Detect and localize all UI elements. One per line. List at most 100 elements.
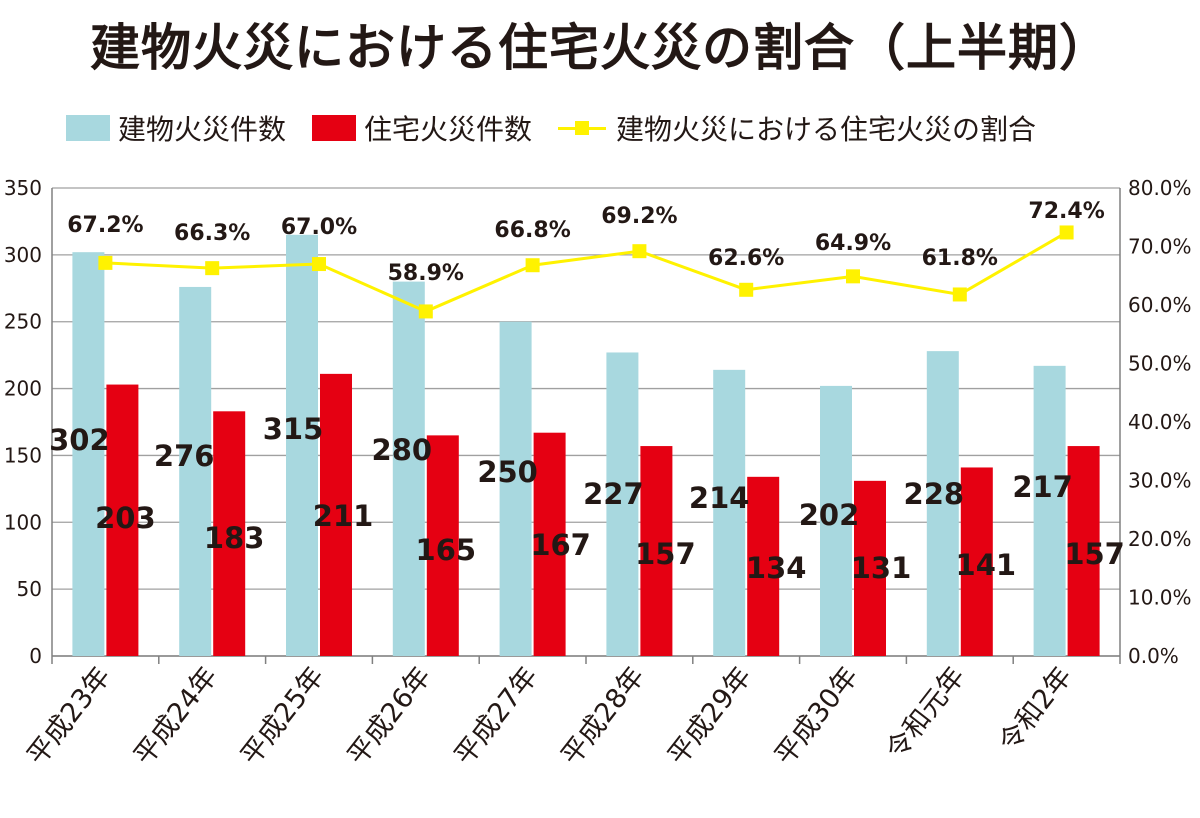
bar-building-fires [606,352,639,656]
data-label-building-fires: 302 [49,423,110,457]
legend-swatch-house-fires [312,115,357,141]
x-tick-label: 平成23年 [21,661,116,771]
bar-house-fires [1067,446,1100,656]
x-tick-label: 令和2年 [993,661,1078,757]
data-label-building-fires: 217 [1012,470,1073,504]
ratio-marker [739,282,754,297]
ratio-marker [952,287,967,302]
y-right-tick-label: 20.0% [1128,527,1192,551]
ratio-marker [205,261,220,276]
data-label-house-fires: 141 [956,548,1017,582]
y-right-tick-label: 50.0% [1128,352,1192,376]
legend-item-building-fires: 建物火災件数 [66,108,286,148]
y-left-tick-label: 50 [17,577,42,601]
ratio-line [105,231,1068,314]
data-label-ratio: 58.9% [388,261,464,286]
data-label-ratio: 64.9% [815,231,891,256]
legend-label-ratio: 建物火災における住宅火災の割合 [616,113,1037,146]
ratio-marker [632,244,647,259]
legend-label-house-fires: 住宅火災件数 [364,113,533,146]
data-label-building-fires: 214 [689,481,750,515]
x-tick-label: 平成24年 [128,661,223,771]
legend-item-ratio: 建物火災における住宅火災の割合 [558,108,1036,148]
y-left-tick-label: 350 [4,176,42,200]
y-left-tick-label: 0 [29,644,42,668]
ratio-marker [98,255,113,270]
data-label-building-fires: 228 [904,477,965,511]
y-right-tick-label: 60.0% [1128,293,1192,317]
data-label-house-fires: 183 [204,521,265,555]
bar-house-fires [747,476,780,656]
data-label-ratio: 66.3% [174,221,250,246]
legend-label-building-fires: 建物火災件数 [118,113,287,146]
data-label-ratio: 72.4% [1028,199,1104,224]
y-right-tick-label: 10.0% [1128,586,1192,610]
data-label-house-fires: 203 [95,501,156,535]
data-label-ratio: 67.2% [67,213,143,238]
legend-swatch-building-fires [66,115,110,141]
ratio-marker [846,269,860,284]
y-left-tick-label: 300 [4,243,42,267]
x-tick-label: 平成25年 [235,661,330,771]
data-label-house-fires: 134 [746,551,807,585]
ratio-marker [418,304,433,319]
ratio-marker [312,257,326,272]
y-left-tick-label: 150 [4,443,42,467]
legend: 建物火災件数 住宅火災件数 建物火災における住宅火災の割合 [66,110,1062,146]
bar-house-fires [960,467,993,656]
data-label-ratio: 69.2% [601,204,677,229]
data-label-building-fires: 315 [263,412,324,446]
legend-item-house-fires: 住宅火災件数 [312,108,532,148]
y-left-tick-label: 100 [4,510,42,534]
data-label-house-fires: 131 [851,551,912,585]
bar-building-fires [713,369,746,656]
data-label-building-fires: 280 [372,433,433,467]
bar-building-fires [820,385,852,656]
data-label-ratio: 61.8% [922,246,998,271]
data-label-building-fires: 227 [583,477,644,511]
data-label-ratio: 67.0% [281,215,357,240]
data-label-building-fires: 276 [154,439,215,473]
bar-house-fires [426,435,459,656]
x-tick-label: 平成28年 [555,661,650,771]
y-right-tick-label: 0.0% [1128,644,1179,668]
ratio-marker [1059,225,1074,240]
bar-building-fires [499,321,532,656]
data-label-house-fires: 157 [635,537,696,571]
bar-house-fires [213,411,246,656]
x-tick-label: 令和元年 [880,661,971,765]
legend-swatch-ratio [558,115,607,141]
bar-house-fires [533,432,566,656]
y-right-tick-label: 70.0% [1128,235,1192,259]
bar-building-fires [72,252,105,656]
ratio-marker [525,258,540,273]
data-label-building-fires: 250 [477,455,538,489]
y-right-tick-label: 40.0% [1128,410,1192,434]
x-tick-label: 平成30年 [769,661,864,771]
y-left-tick-label: 250 [4,310,42,334]
y-left-tick-label: 200 [4,377,42,401]
y-right-tick-label: 30.0% [1128,469,1192,493]
data-label-house-fires: 211 [313,499,374,533]
x-tick-label: 平成27年 [449,661,544,771]
data-label-building-fires: 202 [799,498,860,532]
bar-house-fires [106,384,139,656]
data-label-ratio: 62.6% [708,246,784,271]
bar-building-fires [179,286,212,656]
x-tick-label: 平成26年 [342,661,437,771]
data-label-house-fires: 157 [1064,537,1125,571]
y-right-tick-label: 80.0% [1128,176,1192,200]
bar-building-fires [286,234,318,657]
bar-building-fires [1033,365,1066,656]
chart-title: 建物火災における住宅火災の割合（上半期） [90,19,1110,77]
bar-building-fires [926,351,959,656]
bar-house-fires [640,446,673,656]
bar-building-fires [392,281,425,656]
bar-house-fires [854,480,886,656]
data-label-house-fires: 165 [416,533,477,567]
data-label-ratio: 66.8% [494,218,570,243]
bar-house-fires [320,373,352,656]
x-tick-label: 平成29年 [662,661,757,771]
data-label-house-fires: 167 [530,528,591,562]
